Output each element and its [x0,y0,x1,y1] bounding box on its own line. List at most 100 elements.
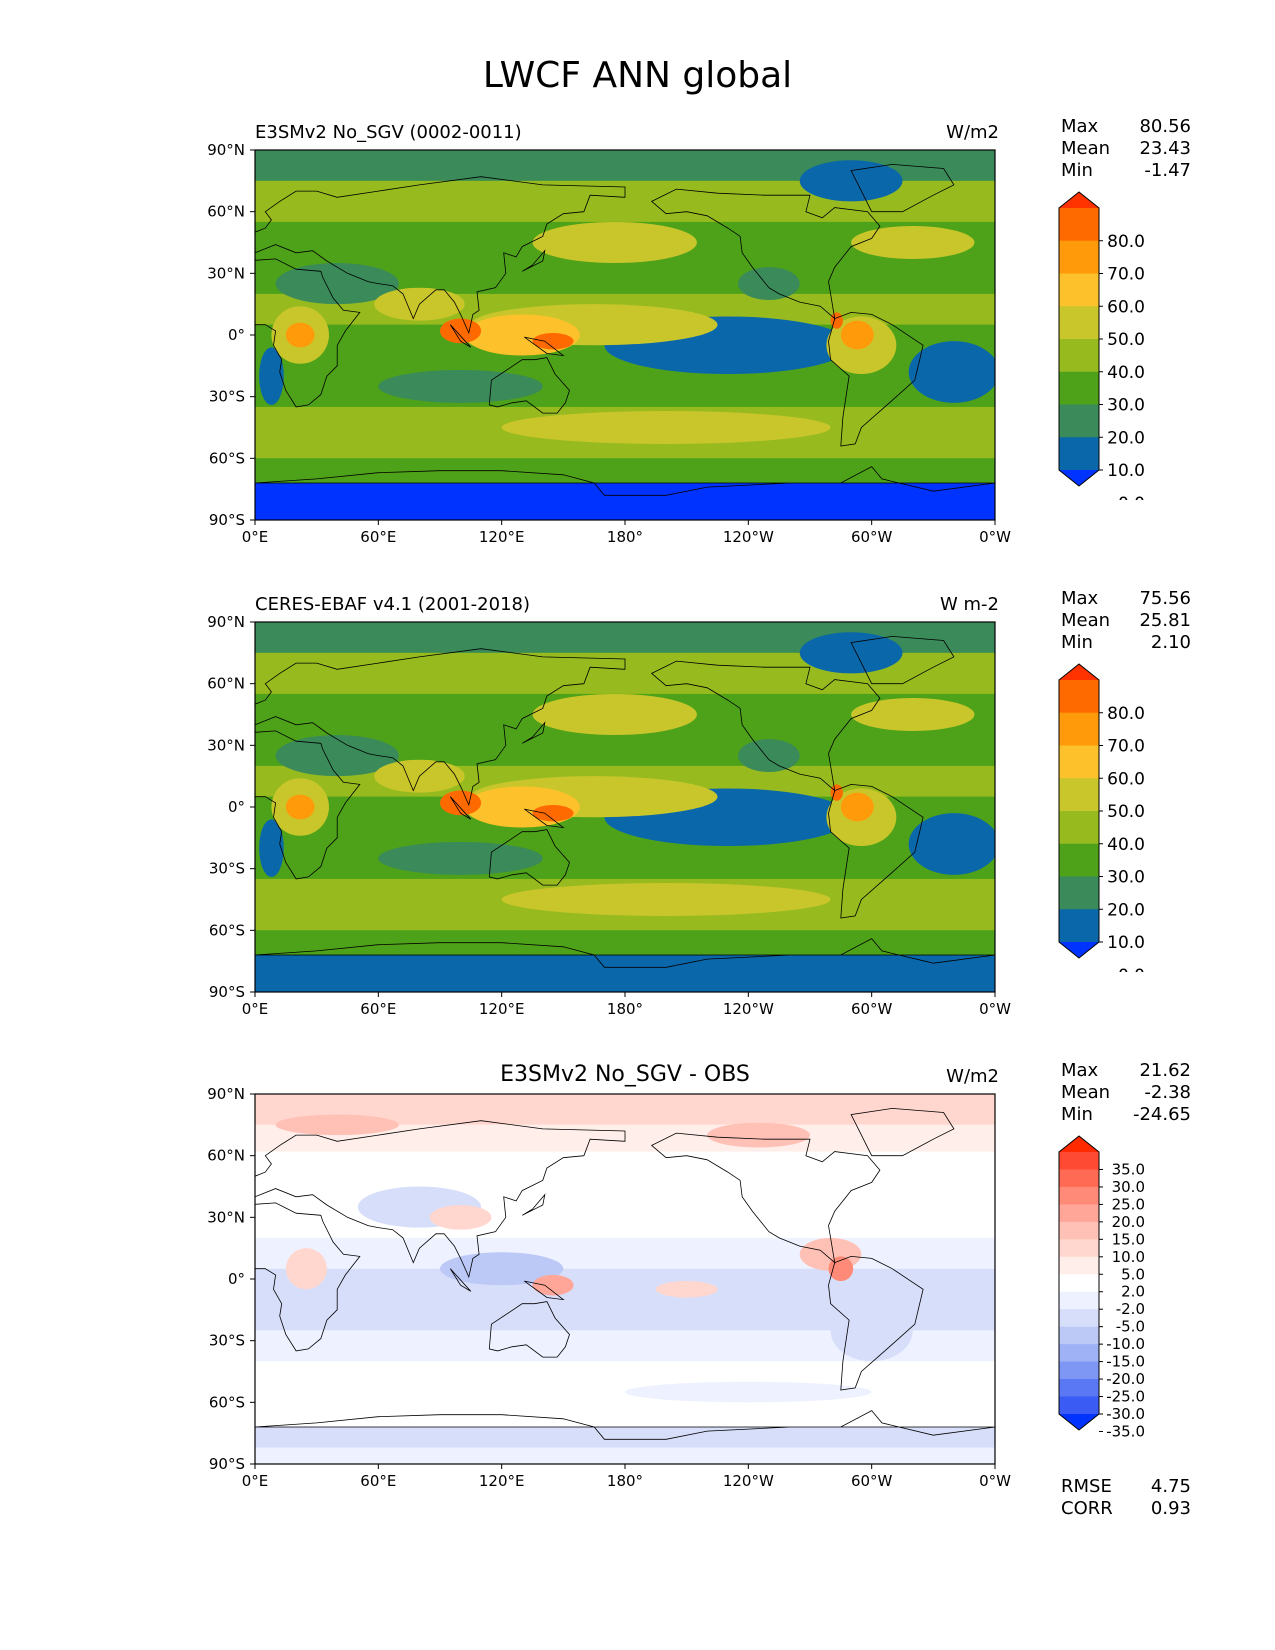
positive-bias [275,1114,399,1136]
panel-title: E3SMv2 No_SGV (0002-0011) [255,122,522,143]
field-band [255,509,995,520]
min-value: -1.47 [1144,160,1191,181]
colorbar: 35.030.025.020.015.010.05.02.0-2.0-5.0-1… [1058,1135,1145,1440]
colorbar-segment [1059,1326,1099,1345]
colorbar-tick-label: 40.0 [1107,363,1145,383]
lon-tick-label: 120°E [479,1472,525,1490]
panel-test: E3SMv2 No_SGV (0002-0011) W/m2 90°N 60°N 3… [0,116,1275,592]
colorbar-segment [1059,811,1099,845]
stats-box: Max 80.56 Mean 23.43 Min -1.47 [1061,116,1191,182]
coastline [521,1193,546,1216]
colorbar: 80.0 70.0 60.0 50.0 40.0 30.0 20.0 10.0 0.0 [1058,663,1145,972]
colorbar-segment [1059,1204,1099,1223]
colorbar-segment [1059,437,1099,471]
lat-tick-label: 90°S [209,1455,245,1473]
lat-tick-label: 60°N [207,1147,245,1165]
colorbar-tick-label: 70.0 [1107,265,1145,285]
colorbar: 80.0 70.0 60.0 50.0 40.0 30.0 20.0 10.0 0.0 [1058,191,1145,500]
coastline [255,466,995,496]
lon-tick-label: 0°E [242,1472,269,1490]
panel-title: E3SMv2 No_SGV - OBS [500,1062,750,1087]
colorbar-segment [1059,712,1099,746]
lon-tick-label: 0°W [979,528,1011,546]
coastline [521,249,546,272]
convection-zone [840,320,874,350]
colorbar-tick-label: 20.0 [1112,1213,1145,1231]
colorbar-tick-label: -5.0 [1116,1318,1145,1336]
field-band [255,1237,995,1269]
dry-zone [908,341,995,403]
colorbar-tick-label: 15.0 [1112,1230,1145,1248]
coastline [828,1255,924,1391]
mean-label: Mean [1061,138,1111,159]
lat-tick-label: 0° [228,1270,245,1288]
coastline [650,660,881,792]
dry-zone [738,739,800,773]
min-value: 2.10 [1150,632,1191,653]
coastline [488,1301,570,1358]
max-label: Max [1061,1060,1099,1081]
min-label: Min [1061,632,1093,653]
lon-tick-label: 120°W [723,528,774,546]
colorbar-segment [1059,680,1099,714]
convection-zone [440,790,482,816]
field-layer [255,1094,995,1464]
lon-tick-label: 0°W [979,1472,1011,1490]
lat-tick-label: 90°S [209,511,245,529]
rmse-label: RMSE [1061,1476,1112,1497]
colorbar-segment [1059,1221,1099,1240]
field-band [255,955,995,992]
coastline [255,1120,626,1279]
colorbar-tick-label: -10.0 [1106,1335,1145,1353]
coastline [828,311,924,447]
coastline [850,635,955,685]
field-layer [255,150,995,520]
colorbar-segment [1059,1274,1099,1293]
dry-zone [799,160,903,202]
colorbar-segment [1059,371,1099,405]
corr-label: CORR [1061,1498,1113,1519]
colorbar-tick-label: 0.0 [1118,966,1145,972]
max-value: 21.62 [1139,1060,1191,1081]
coastline [449,796,472,820]
positive-bias [707,1122,810,1148]
colorbar-tick-label: 25.0 [1112,1195,1145,1213]
coastline [488,357,570,414]
lon-tick-label: 120°W [723,1000,774,1018]
colorbar-extend-max [1059,192,1099,208]
lat-tick-label: 60°N [207,675,245,693]
dry-zone [908,813,995,875]
colorbar-tick-label: 50.0 [1107,802,1145,822]
colorbar-segment [1059,843,1099,877]
field-band [255,458,995,483]
field-layer [255,622,995,992]
lat-tick-label: 0° [228,326,245,344]
colorbar-segment [1059,909,1099,943]
panel-title: CERES-EBAF v4.1 (2001-2018) [255,594,531,615]
error-stats: RMSE 4.75 CORR 0.93 [1061,1476,1191,1520]
lon-tick-label: 120°W [723,1472,774,1490]
coastline [255,1410,995,1440]
colorbar-segment [1059,1344,1099,1363]
colorbar-tick-label: -25.0 [1106,1388,1145,1406]
colorbar-tick-label: 50.0 [1107,330,1145,350]
storm-track [532,693,697,736]
max-value: 75.56 [1139,588,1191,609]
lon-tick-label: 180° [607,1000,643,1018]
lat-tick-label: 90°N [207,614,245,631]
storm-track [501,883,831,916]
colorbar-tick-label: -20.0 [1106,1370,1145,1388]
negative-bias [830,1299,913,1362]
mean-value: -2.38 [1144,1082,1191,1103]
colorbar-tick-label: 30.0 [1107,868,1145,888]
min-label: Min [1061,1104,1093,1125]
coastline [524,336,565,357]
positive-bias [532,1274,574,1296]
colorbar-tick-label: -30.0 [1106,1405,1145,1423]
coastline [650,188,881,320]
min-label: Min [1061,160,1093,181]
colorbar-segment [1059,1379,1099,1398]
lon-tick-label: 180° [607,1472,643,1490]
colorbar-segment [1059,1169,1099,1188]
convection-zone [532,804,574,822]
